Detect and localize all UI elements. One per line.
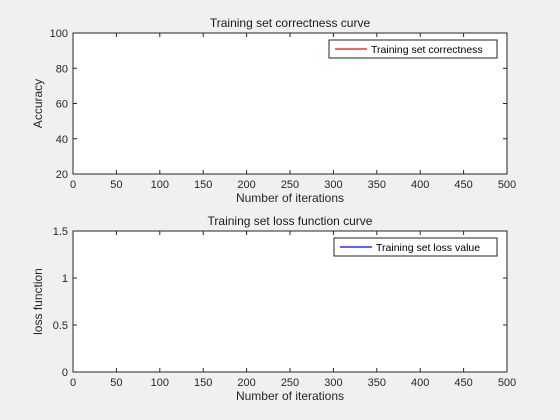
accuracy-legend-label: Training set correctness <box>371 44 483 56</box>
loss-x-tick-label: 250 <box>281 377 299 389</box>
loss-chart-title: Training set loss function curve <box>208 214 373 228</box>
loss-x-tick-label: 50 <box>110 377 122 389</box>
accuracy-y-tick-label: 40 <box>56 134 68 146</box>
accuracy-plot: 0 50 100 150 200 250 300 350 400 450 500 20 40 60 80 10… <box>31 16 516 205</box>
loss-x-tick-label: 350 <box>368 377 386 389</box>
loss-x-tick-label: 450 <box>454 377 472 389</box>
loss-x-tick-label: 0 <box>70 377 76 389</box>
accuracy-x-tick-label: 50 <box>110 179 122 191</box>
loss-y-tick-label: 1.5 <box>53 226 68 238</box>
loss-x-tick-label: 400 <box>411 377 429 389</box>
accuracy-x-tick-label: 300 <box>324 179 342 191</box>
accuracy-legend-box <box>328 39 498 59</box>
loss-x-tick-label: 150 <box>194 377 212 389</box>
loss-x-tick-label: 500 <box>498 377 516 389</box>
accuracy-x-tick-label: 100 <box>151 179 169 191</box>
loss-y-tick-label: 0.5 <box>53 320 68 332</box>
accuracy-y-tick-label: 20 <box>56 169 68 181</box>
loss-plot: 0 50 100 150 200 250 300 350 400 450 500 0 0.5 1 1.5 Tr… <box>31 214 516 403</box>
accuracy-x-tick-label: 0 <box>70 179 76 191</box>
accuracy-x-tick-label: 150 <box>194 179 212 191</box>
accuracy-y-axis-label: Accuracy <box>31 79 45 128</box>
accuracy-y-tick-label: 100 <box>50 28 68 40</box>
loss-y-tick-label: 1 <box>62 273 68 285</box>
accuracy-x-axis-label: Number of iterations <box>236 191 344 205</box>
accuracy-x-tick-label: 350 <box>368 179 386 191</box>
loss-legend: Training set loss value <box>333 237 498 257</box>
accuracy-legend: Training set correctness <box>328 39 498 59</box>
loss-x-axis-label: Number of iterations <box>236 389 344 403</box>
accuracy-y-tick-label: 80 <box>56 63 68 75</box>
accuracy-x-tick-label: 400 <box>411 179 429 191</box>
loss-x-tick-label: 100 <box>151 377 169 389</box>
loss-legend-box <box>333 237 498 257</box>
accuracy-y-tick-label: 60 <box>56 99 68 111</box>
accuracy-x-tick-label: 250 <box>281 179 299 191</box>
loss-y-axis-label: loss function <box>31 268 45 335</box>
accuracy-x-tick-label: 500 <box>498 179 516 191</box>
accuracy-x-tick-label: 200 <box>237 179 255 191</box>
loss-x-tick-label: 300 <box>324 377 342 389</box>
loss-legend-label: Training set loss value <box>376 242 480 254</box>
loss-y-tick-label: 0 <box>62 367 68 379</box>
accuracy-x-tick-label: 450 <box>454 179 472 191</box>
loss-x-tick-label: 200 <box>237 377 255 389</box>
accuracy-chart-title: Training set correctness curve <box>210 16 371 30</box>
